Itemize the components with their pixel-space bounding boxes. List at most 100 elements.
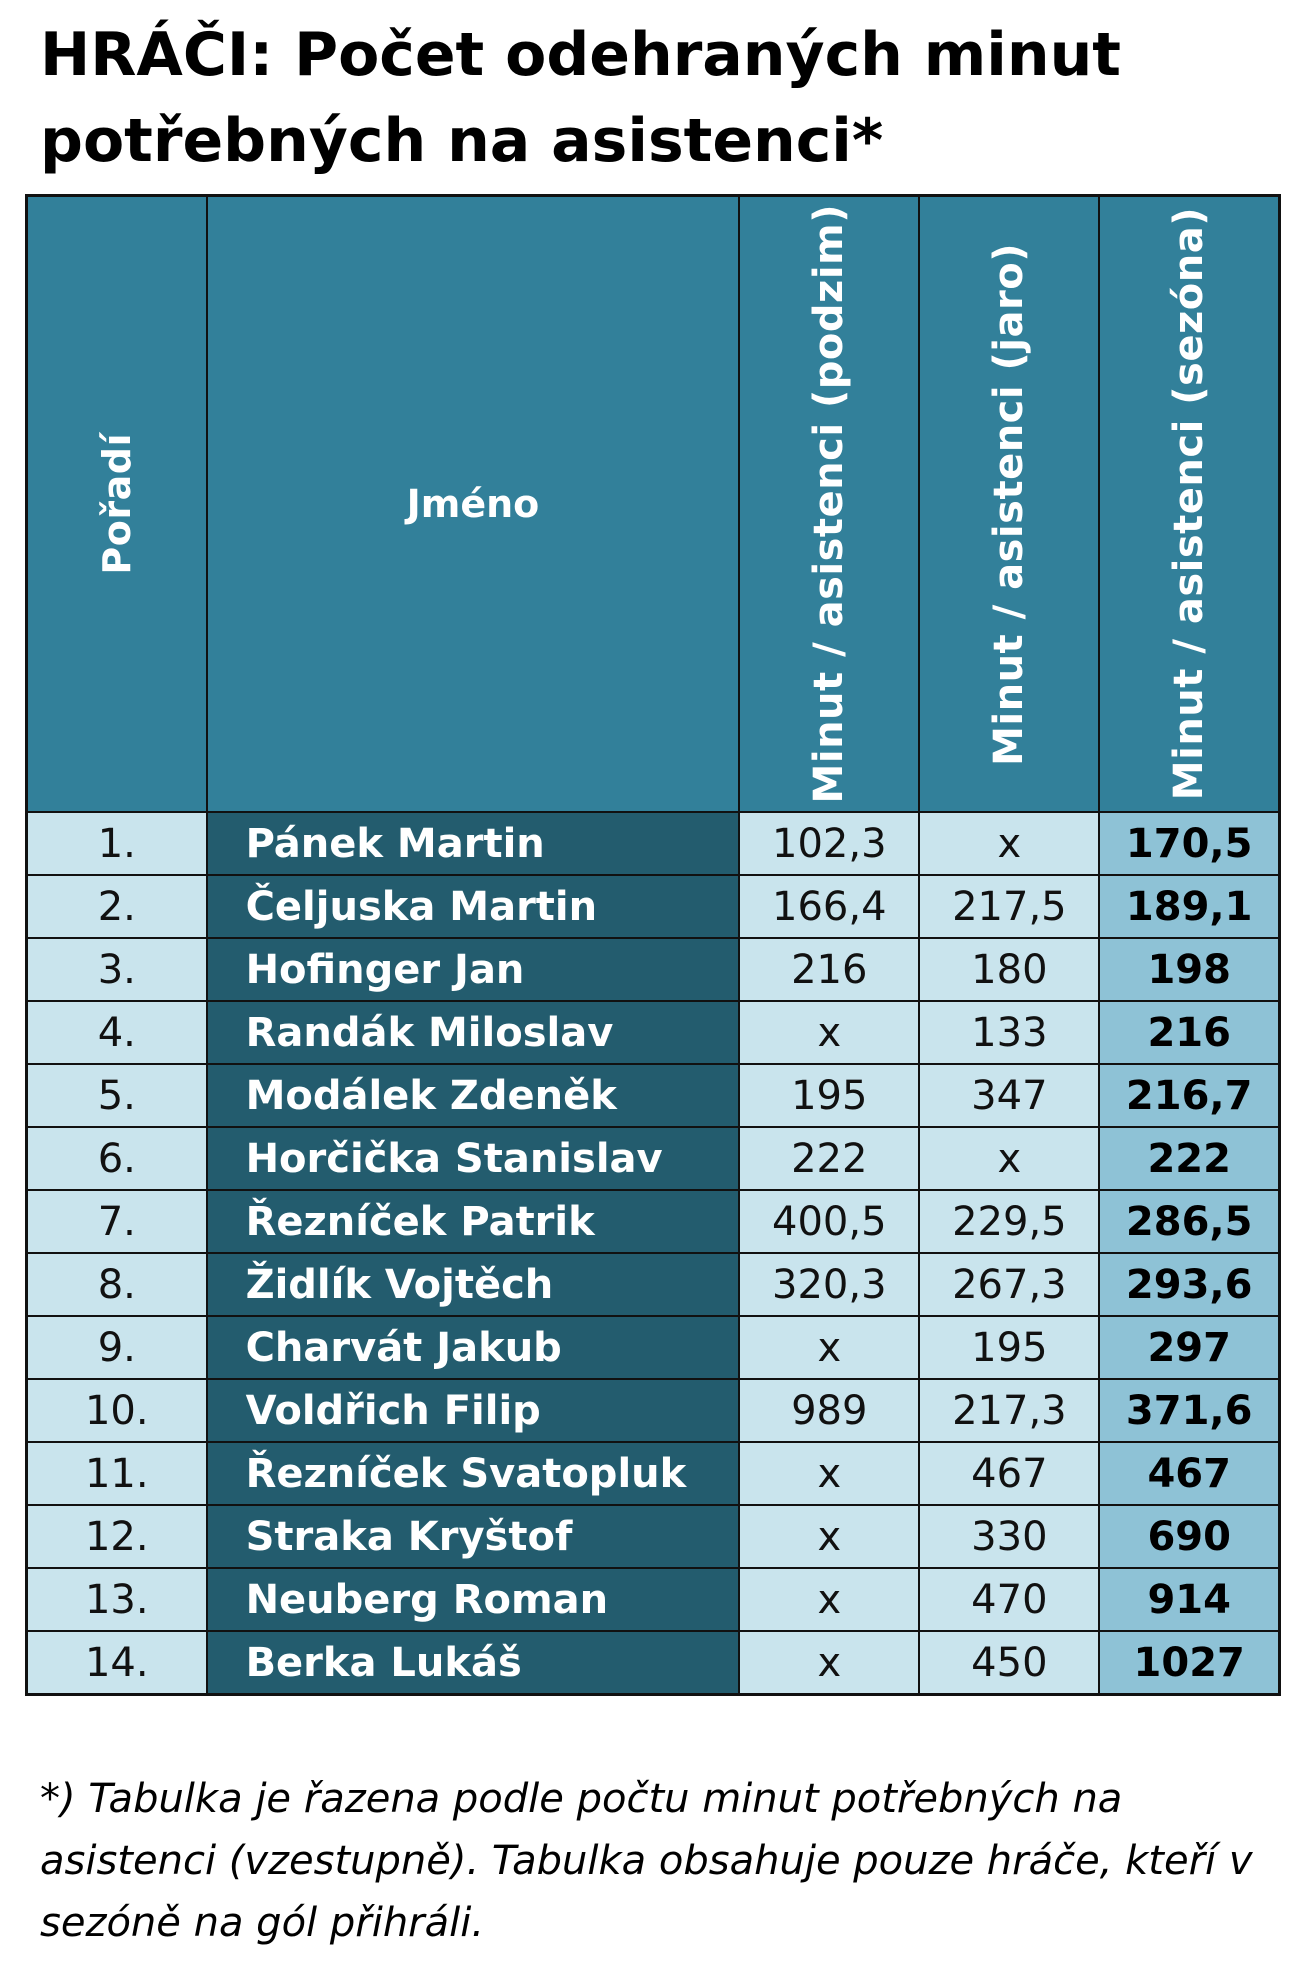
autumn-value-cell: x	[738, 1504, 921, 1569]
player-name-cell: Berka Lukáš	[205, 1630, 741, 1696]
season-value-cell: 198	[1098, 937, 1281, 1002]
table-row: 1. Pánek Martin 102,3 x 170,5	[25, 811, 1281, 876]
rank-cell: 6.	[25, 1126, 208, 1191]
table-row: 7. Řezníček Patrik 400,5 229,5 286,5	[25, 1189, 1281, 1254]
table-row: 13. Neuberg Roman x 470 914	[25, 1567, 1281, 1632]
season-value-cell: 371,6	[1098, 1378, 1281, 1443]
spring-value-cell: 133	[918, 1000, 1101, 1065]
spring-value-cell: 330	[918, 1504, 1101, 1569]
spring-value-cell: 267,3	[918, 1252, 1101, 1317]
autumn-value-cell: 320,3	[738, 1252, 921, 1317]
spring-value-cell: 470	[918, 1567, 1101, 1632]
column-header-name: Jméno	[205, 194, 741, 813]
players-assist-table: Pořadí Jméno Minut / asistenci (podzim) …	[25, 194, 1281, 1696]
season-value-cell: 467	[1098, 1441, 1281, 1506]
table-row: 11. Řezníček Svatopluk x 467 467	[25, 1441, 1281, 1506]
spring-value-cell: x	[918, 1126, 1101, 1191]
autumn-value-cell: 989	[738, 1378, 921, 1443]
player-name-cell: Řezníček Patrik	[205, 1189, 741, 1254]
autumn-value-cell: 222	[738, 1126, 921, 1191]
table-row: 12. Straka Kryštof x 330 690	[25, 1504, 1281, 1569]
player-name-cell: Horčička Stanislav	[205, 1126, 741, 1191]
player-name-cell: Straka Kryštof	[205, 1504, 741, 1569]
player-name-cell: Pánek Martin	[205, 811, 741, 876]
table-row: 2. Čeljuska Martin 166,4 217,5 189,1	[25, 874, 1281, 939]
table-row: 4. Randák Miloslav x 133 216	[25, 1000, 1281, 1065]
table-header: Pořadí Jméno Minut / asistenci (podzim) …	[25, 194, 1281, 813]
table-row: 14. Berka Lukáš x 450 1027	[25, 1630, 1281, 1696]
season-value-cell: 914	[1098, 1567, 1281, 1632]
autumn-value-cell: x	[738, 1630, 921, 1696]
player-name-cell: Randák Miloslav	[205, 1000, 741, 1065]
rank-cell: 13.	[25, 1567, 208, 1632]
rank-cell: 8.	[25, 1252, 208, 1317]
rank-cell: 1.	[25, 811, 208, 876]
spring-value-cell: 217,3	[918, 1378, 1101, 1443]
column-header-autumn-label: Minut / asistenci (podzim)	[806, 204, 853, 804]
season-value-cell: 189,1	[1098, 874, 1281, 939]
autumn-value-cell: x	[738, 1000, 921, 1065]
season-value-cell: 293,6	[1098, 1252, 1281, 1317]
rank-cell: 5.	[25, 1063, 208, 1128]
column-header-name-label: Jméno	[406, 482, 540, 526]
season-value-cell: 216	[1098, 1000, 1281, 1065]
rank-cell: 12.	[25, 1504, 208, 1569]
season-value-cell: 690	[1098, 1504, 1281, 1569]
header-row: Pořadí Jméno Minut / asistenci (podzim) …	[25, 194, 1281, 813]
column-header-spring-label: Minut / asistenci (jaro)	[986, 242, 1033, 766]
autumn-value-cell: 216	[738, 937, 921, 1002]
player-name-cell: Hofinger Jan	[205, 937, 741, 1002]
season-value-cell: 216,7	[1098, 1063, 1281, 1128]
spring-value-cell: 467	[918, 1441, 1101, 1506]
autumn-value-cell: x	[738, 1567, 921, 1632]
spring-value-cell: 450	[918, 1630, 1101, 1696]
spring-value-cell: 180	[918, 937, 1101, 1002]
column-header-rank: Pořadí	[25, 194, 208, 813]
spring-value-cell: 347	[918, 1063, 1101, 1128]
player-name-cell: Charvát Jakub	[205, 1315, 741, 1380]
rank-cell: 11.	[25, 1441, 208, 1506]
table-row: 8. Židlík Vojtěch 320,3 267,3 293,6	[25, 1252, 1281, 1317]
autumn-value-cell: x	[738, 1315, 921, 1380]
table-row: 6. Horčička Stanislav 222 x 222	[25, 1126, 1281, 1191]
table-body: 1. Pánek Martin 102,3 x 170,5 2. Čeljusk…	[25, 811, 1281, 1696]
season-value-cell: 297	[1098, 1315, 1281, 1380]
spring-value-cell: 195	[918, 1315, 1101, 1380]
column-header-season-label: Minut / asistenci (sezóna)	[1166, 207, 1213, 801]
spring-value-cell: 229,5	[918, 1189, 1101, 1254]
autumn-value-cell: x	[738, 1441, 921, 1506]
player-name-cell: Neuberg Roman	[205, 1567, 741, 1632]
column-header-autumn: Minut / asistenci (podzim)	[738, 194, 921, 813]
footnote: *) Tabulka je řazena podle počtu minut p…	[40, 1776, 1253, 1946]
page-title: HRÁČI: Počet odehraných minut potřebných…	[40, 20, 1121, 176]
autumn-value-cell: 195	[738, 1063, 921, 1128]
rank-cell: 2.	[25, 874, 208, 939]
autumn-value-cell: 400,5	[738, 1189, 921, 1254]
season-value-cell: 170,5	[1098, 811, 1281, 876]
spring-value-cell: x	[918, 811, 1101, 876]
table-row: 3. Hofinger Jan 216 180 198	[25, 937, 1281, 1002]
autumn-value-cell: 102,3	[738, 811, 921, 876]
player-name-cell: Řezníček Svatopluk	[205, 1441, 741, 1506]
rank-cell: 7.	[25, 1189, 208, 1254]
table-row: 10. Voldřich Filip 989 217,3 371,6	[25, 1378, 1281, 1443]
column-header-season: Minut / asistenci (sezóna)	[1098, 194, 1281, 813]
season-value-cell: 286,5	[1098, 1189, 1281, 1254]
rank-cell: 14.	[25, 1630, 208, 1696]
player-name-cell: Čeljuska Martin	[205, 874, 741, 939]
player-name-cell: Židlík Vojtěch	[205, 1252, 741, 1317]
spring-value-cell: 217,5	[918, 874, 1101, 939]
season-value-cell: 1027	[1098, 1630, 1281, 1696]
season-value-cell: 222	[1098, 1126, 1281, 1191]
autumn-value-cell: 166,4	[738, 874, 921, 939]
player-name-cell: Modálek Zdeněk	[205, 1063, 741, 1128]
player-name-cell: Voldřich Filip	[205, 1378, 741, 1443]
table-row: 9. Charvát Jakub x 195 297	[25, 1315, 1281, 1380]
rank-cell: 4.	[25, 1000, 208, 1065]
column-header-spring: Minut / asistenci (jaro)	[918, 194, 1101, 813]
rank-cell: 9.	[25, 1315, 208, 1380]
table-row: 5. Modálek Zdeněk 195 347 216,7	[25, 1063, 1281, 1128]
rank-cell: 3.	[25, 937, 208, 1002]
rank-cell: 10.	[25, 1378, 208, 1443]
column-header-rank-label: Pořadí	[94, 433, 139, 575]
